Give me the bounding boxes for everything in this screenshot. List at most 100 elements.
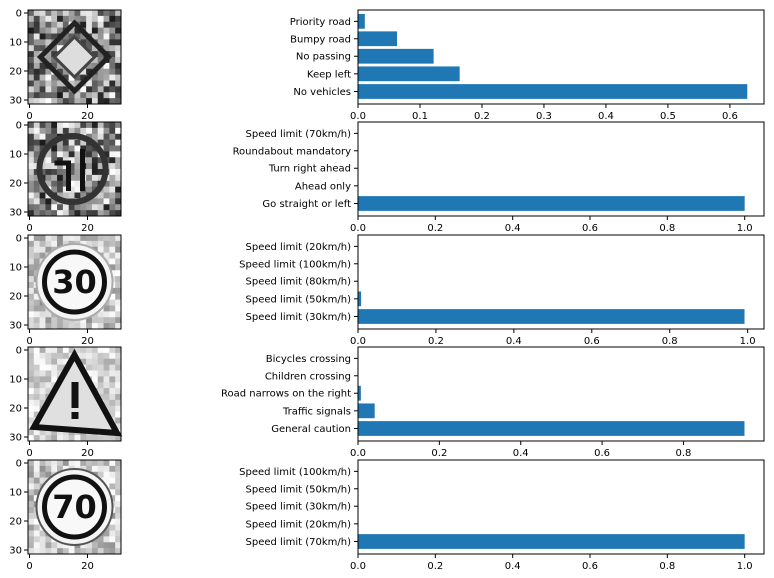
category-label: Bumpy road	[290, 34, 351, 45]
bar-chart: Priority road Bumpy road No passing Keep le…	[290, 9, 765, 122]
x-tick-label: 0.4	[505, 561, 521, 572]
x-tick-label: 0.2	[427, 223, 443, 234]
category-label: Roundabout mandatory	[233, 146, 352, 157]
sign-shape	[36, 19, 113, 95]
bar	[358, 84, 748, 99]
x-tick-label: 0.3	[536, 111, 552, 122]
category-label: Speed limit (50km/h)	[246, 484, 352, 495]
image-y-tick-label: 20	[9, 404, 22, 415]
image-y-tick-label: 0	[16, 9, 22, 20]
image-y-tick-label: 0	[16, 459, 22, 470]
image-frame	[27, 234, 122, 330]
category-label: Go straight or left	[262, 199, 351, 210]
x-tick-label: 0.2	[474, 111, 490, 122]
x-tick-label: 0.8	[659, 561, 675, 572]
image-panel: 0 10 20 30 0 20	[9, 9, 122, 122]
x-tick-label: 0.2	[431, 448, 447, 459]
image-x-tick-label: 20	[81, 336, 94, 347]
image-y-tick-label: 30	[9, 96, 22, 107]
image-frame	[27, 346, 122, 442]
x-tick-label: 0.6	[582, 223, 598, 234]
category-label: No vehicles	[293, 87, 351, 98]
image-y-tick-label: 30	[9, 546, 22, 557]
bar	[358, 31, 398, 47]
x-tick-label: 0.0	[350, 111, 366, 122]
sign-shape	[36, 133, 109, 205]
bar-chart: Speed limit (100km/h) Speed limit (50km/h…	[239, 459, 765, 572]
image-x-tick-label: 20	[81, 448, 94, 459]
image-frame	[27, 121, 122, 217]
x-tick-label: 1.0	[737, 223, 753, 234]
bar	[358, 534, 745, 549]
image-y-tick-label: 10	[9, 488, 22, 499]
plot-frame	[357, 121, 765, 217]
image-frame	[27, 459, 122, 555]
image-y-tick-label: 30	[9, 208, 22, 219]
category-label: Speed limit (30km/h)	[246, 312, 352, 323]
image-pixels	[28, 122, 122, 217]
plot-frame	[357, 9, 765, 105]
category-label: Speed limit (70km/h)	[246, 129, 352, 140]
svg-text:30: 30	[52, 263, 97, 301]
image-y-tick-label: 20	[9, 292, 22, 303]
image-x-tick-label: 20	[81, 561, 94, 572]
image-y-tick-label: 0	[16, 346, 22, 357]
sign-shape: 30	[35, 243, 114, 321]
bar	[358, 309, 745, 324]
category-label: Speed limit (70km/h)	[246, 537, 352, 548]
svg-text:70: 70	[52, 488, 97, 526]
x-tick-label: 0.4	[598, 111, 614, 122]
image-y-tick-label: 0	[16, 121, 22, 132]
image-y-tick-label: 10	[9, 375, 22, 386]
image-y-tick-label: 0	[16, 234, 22, 245]
image-x-tick-label: 0	[26, 448, 32, 459]
bar	[358, 48, 434, 64]
bar	[358, 196, 745, 211]
category-label: Speed limit (100km/h)	[239, 259, 351, 270]
image-y-tick-label: 10	[9, 38, 22, 49]
bar	[358, 403, 375, 419]
category-label: Speed limit (20km/h)	[246, 242, 352, 253]
category-label: Ahead only	[295, 181, 351, 192]
x-tick-label: 1.0	[740, 336, 756, 347]
x-tick-label: 0.8	[662, 336, 678, 347]
bar	[358, 421, 745, 436]
x-tick-label: 0.6	[594, 448, 610, 459]
x-tick-label: 0.1	[412, 111, 428, 122]
image-x-tick-label: 20	[81, 223, 94, 234]
image-panel: 0 10 20 30 0 20	[9, 121, 122, 234]
plot-frame	[357, 234, 765, 330]
sign-shape	[29, 348, 123, 437]
image-x-tick-label: 0	[26, 336, 32, 347]
image-x-tick-label: 20	[81, 111, 94, 122]
x-tick-label: 1.0	[737, 561, 753, 572]
x-tick-label: 0.0	[350, 561, 366, 572]
bar	[358, 66, 460, 82]
image-panel: 0 10 20 30 0 20	[9, 346, 123, 459]
plot-frame	[357, 459, 765, 555]
image-panel: 70 0 10 20 30 0 20	[9, 459, 122, 572]
x-tick-label: 0.6	[582, 561, 598, 572]
bar-chart: Speed limit (70km/h) Roundabout mandatory…	[233, 121, 765, 234]
image-y-tick-label: 20	[9, 179, 22, 190]
image-panel: 30 0 10 20 30 0 20	[9, 234, 122, 347]
bar	[358, 291, 362, 307]
image-x-tick-label: 0	[26, 111, 32, 122]
x-tick-label: 0.2	[427, 561, 443, 572]
image-y-tick-label: 30	[9, 321, 22, 332]
x-tick-label: 0.0	[350, 223, 366, 234]
bar	[358, 13, 365, 29]
image-frame	[27, 9, 122, 105]
category-label: Keep left	[307, 69, 351, 80]
category-label: Speed limit (80km/h)	[246, 277, 352, 288]
bar	[358, 385, 361, 401]
category-label: Priority road	[290, 17, 351, 28]
category-label: Bicycles crossing	[266, 354, 351, 365]
x-tick-label: 0.5	[660, 111, 676, 122]
x-tick-label: 0.0	[350, 448, 366, 459]
bar-chart: Speed limit (20km/h) Speed limit (100km/h…	[239, 234, 765, 347]
sign-shape: 70	[35, 468, 114, 546]
category-label: Speed limit (100km/h)	[239, 467, 351, 478]
